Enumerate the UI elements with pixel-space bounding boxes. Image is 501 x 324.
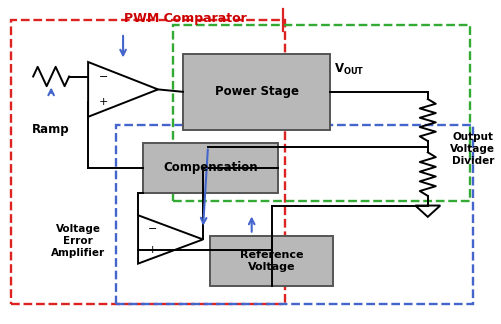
Bar: [115, 125, 472, 304]
Text: +: +: [99, 97, 108, 107]
Text: −: −: [99, 72, 108, 82]
Text: −: −: [148, 224, 157, 234]
Text: Compensation: Compensation: [163, 161, 258, 174]
Text: Power Stage: Power Stage: [214, 85, 298, 98]
Bar: [210, 236, 332, 286]
Text: Ramp: Ramp: [32, 123, 69, 136]
Bar: [173, 25, 469, 201]
Text: $\mathbf{V_{OUT}}$: $\mathbf{V_{OUT}}$: [333, 62, 364, 76]
Bar: [183, 54, 330, 130]
Text: Output
Voltage
Divider: Output Voltage Divider: [449, 133, 494, 166]
Text: Reference
Voltage: Reference Voltage: [239, 250, 303, 272]
Text: +: +: [148, 245, 157, 255]
Bar: [11, 20, 285, 304]
Text: PWM Comparator: PWM Comparator: [124, 12, 246, 25]
Text: Voltage
Error
Amplifier: Voltage Error Amplifier: [51, 225, 105, 258]
Bar: [143, 143, 278, 193]
